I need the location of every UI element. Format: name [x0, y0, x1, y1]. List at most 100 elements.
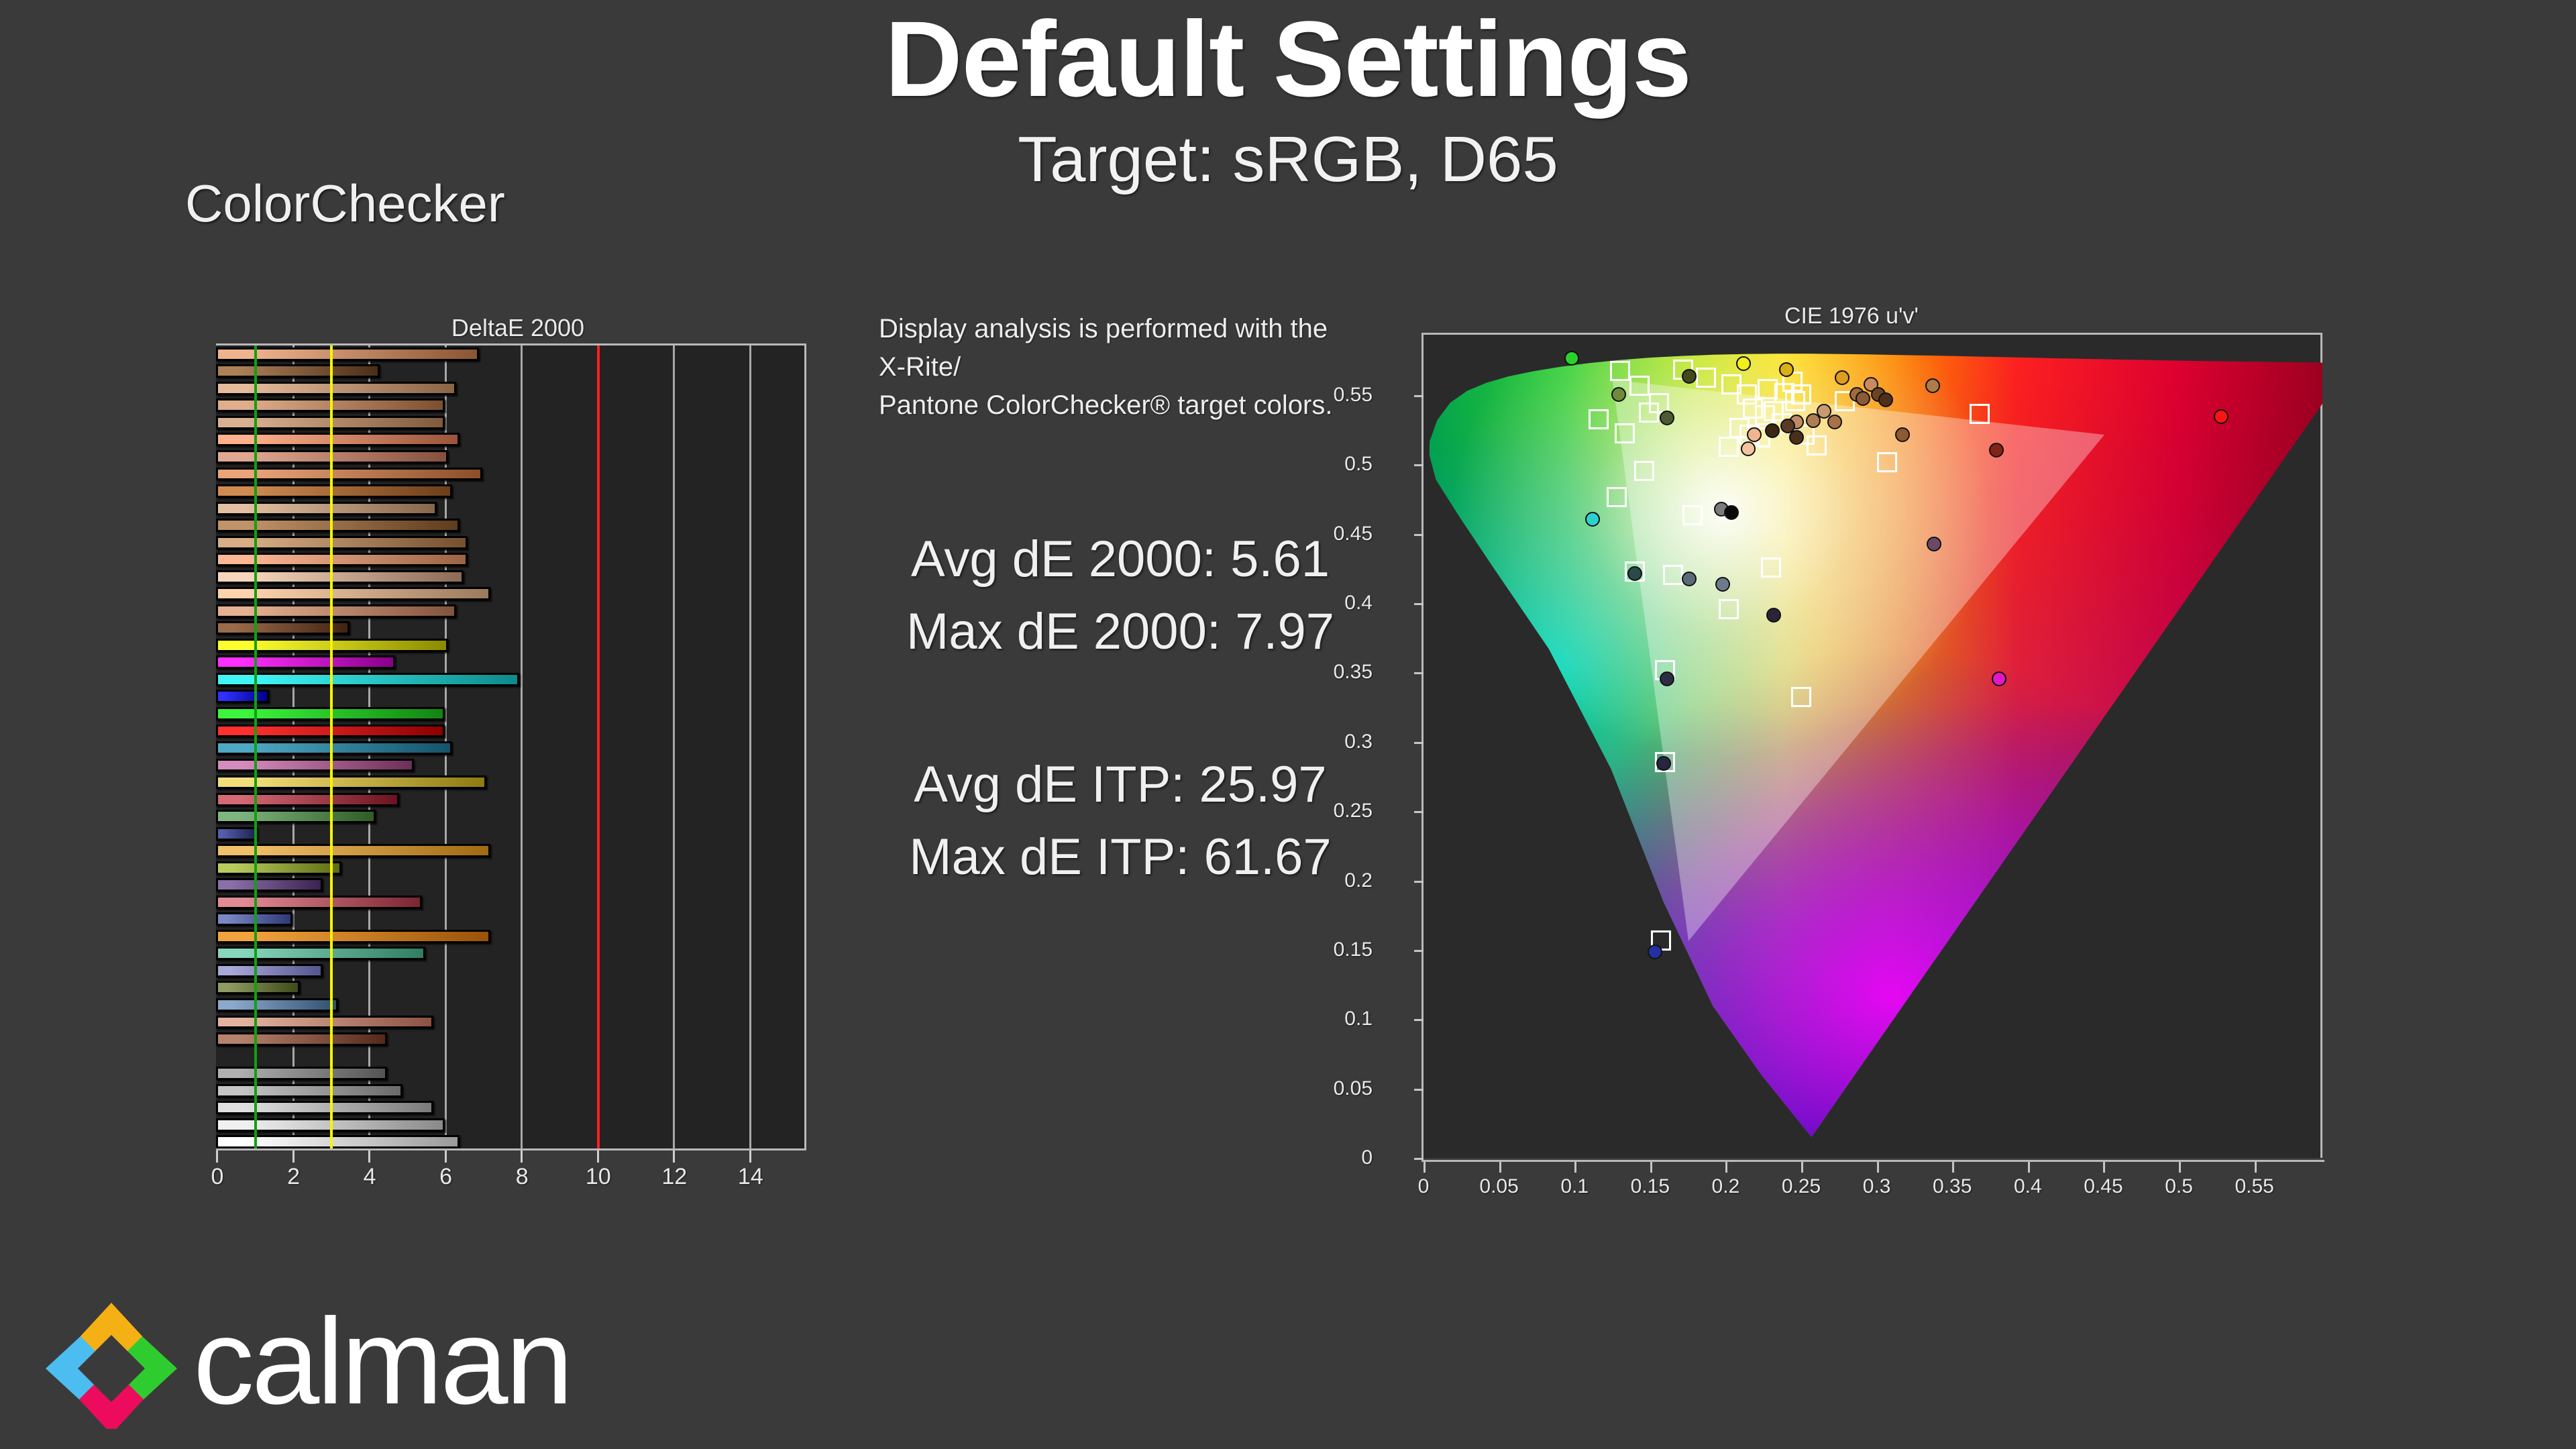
- deltae-bar-row: [216, 792, 806, 806]
- deltae-x-tick: [596, 1150, 599, 1163]
- cie-x-tick: [1876, 1162, 1879, 1173]
- deltae-bar-patch-11: [216, 519, 460, 533]
- deltae-gridline: [673, 345, 676, 1148]
- deltae-bar-steel-blue: [216, 998, 338, 1012]
- calman-diamond-icon: [46, 1303, 177, 1434]
- deltae-bar-patch-09: [216, 484, 452, 498]
- deltae-bar-row: [216, 672, 806, 686]
- cie-target-marker: [1877, 452, 1898, 473]
- cie-measured-marker: [1780, 419, 1795, 434]
- cie-measured-marker: [1827, 415, 1842, 430]
- cie-y-tick-label: 0.55: [1333, 384, 1373, 407]
- calman-logo: calman: [44, 1295, 648, 1434]
- cie-y-tick: [1414, 672, 1424, 675]
- deltae-x-tick-label: 6: [439, 1164, 453, 1189]
- deltae-bar-amber: [216, 844, 490, 858]
- deltae-x-tick-label: 10: [585, 1164, 611, 1189]
- deltae-bar-row: [216, 381, 806, 395]
- cie-x-tick-label: 0.25: [1781, 1175, 1821, 1197]
- deltae-x-tick: [749, 1150, 751, 1163]
- cie-measured-marker: [1741, 441, 1756, 456]
- cie-measured-marker: [1627, 566, 1643, 581]
- cie-x-tick-label: 0.55: [2235, 1175, 2274, 1197]
- cie-measured-marker: [1988, 442, 2004, 458]
- cie-plot-area: [1424, 333, 2322, 1158]
- cie-y-tick-label: 0.05: [1333, 1077, 1373, 1099]
- cie-x-axis-line: [1421, 1160, 2324, 1162]
- deltae-bar-row: [216, 450, 806, 464]
- deltae-bar-row: [216, 1118, 806, 1132]
- deltae-bar-row: [216, 741, 806, 755]
- deltae-bar-row: [216, 775, 806, 789]
- deltae-bar-dark-olive: [216, 981, 300, 995]
- deltae-bar-mint: [216, 947, 426, 961]
- cie-target-marker: [1785, 391, 1806, 412]
- deltae-bar-row: [216, 1032, 806, 1046]
- deltae-bar-patch-16: [216, 604, 456, 618]
- deltae-bar-plum: [216, 878, 323, 892]
- page-title: Default Settings: [885, 0, 1692, 119]
- cie-measured-marker: [1736, 356, 1752, 372]
- deltae-x-tick-label: 14: [737, 1164, 763, 1189]
- srgb-gamut-triangle: [1612, 380, 2105, 941]
- deltae-reference-line-yellow-threshold: [330, 345, 333, 1148]
- cie-measured-marker: [1611, 386, 1626, 402]
- deltae-bar-row: [216, 638, 806, 652]
- cie-target-marker: [1633, 460, 1654, 481]
- cie-measured-marker: [1585, 511, 1601, 527]
- max-deitp-stat: Max dE ITP: 61.67: [909, 828, 1332, 885]
- deltae-bar-row: [216, 553, 806, 567]
- cie-target-marker: [1629, 376, 1650, 396]
- cie-x-tick-label: 0.05: [1479, 1175, 1519, 1197]
- cie-y-tick-label: 0.35: [1333, 661, 1373, 684]
- cie-y-tick-label: 0.1: [1344, 1008, 1373, 1030]
- deltae-x-tick: [521, 1150, 523, 1163]
- cie-measured-marker: [1724, 504, 1739, 520]
- cie-target-marker: [1729, 417, 1750, 438]
- cie-y-tick-label: 0.2: [1344, 869, 1373, 892]
- cie-measured-marker: [1747, 427, 1762, 442]
- cie-chromaticity-chart: CIE 1976 u'v': [1334, 303, 2355, 1209]
- analysis-note-line-2: Pantone ColorChecker® target colors.: [879, 390, 1333, 420]
- page-subtitle: Target: sRGB, D65: [1018, 123, 1558, 195]
- deltae-bar-olive: [216, 861, 342, 875]
- cie-chart-title: CIE 1976 u'v': [1784, 303, 1919, 329]
- deltae-bar-row: [216, 912, 806, 926]
- deltae-bar-row: [216, 1050, 806, 1063]
- deltae-bar-row: [216, 570, 806, 584]
- deltae-x-tick-label: 0: [211, 1164, 224, 1189]
- deltae-bar-row: [216, 929, 806, 943]
- deltae-bar-patch-10: [216, 501, 437, 515]
- cie-x-tick-label: 0.5: [2165, 1175, 2193, 1197]
- cie-x-tick: [2103, 1162, 2106, 1173]
- deltae-bar-row: [216, 690, 806, 704]
- cie-x-tick: [1499, 1162, 1501, 1173]
- deltae-x-tick-label: 12: [661, 1164, 688, 1189]
- colorchecker-section-label: ColorChecker: [185, 174, 505, 233]
- max-de2000-stat: Max dE 2000: 7.97: [906, 602, 1334, 660]
- cie-measured-marker: [1878, 392, 1894, 408]
- cie-measured-marker: [1766, 607, 1782, 623]
- deltae-bar-patch-03: [216, 381, 456, 395]
- deltae-baseline: [216, 1148, 806, 1150]
- cie-target-marker: [1655, 751, 1676, 772]
- deltae-x-tick: [444, 1150, 447, 1163]
- deltae-bar-row: [216, 810, 806, 824]
- cie-x-tick: [1725, 1162, 1728, 1173]
- logo-chevron-left: [46, 1336, 95, 1401]
- cie-y-tick: [1414, 1019, 1424, 1022]
- cie-target-marker: [1614, 423, 1635, 443]
- cie-measured-marker: [1834, 370, 1849, 386]
- deltae-bar-row: [216, 347, 806, 361]
- cie-y-tick-label: 0.4: [1344, 592, 1373, 614]
- deltae-bar-moss-green: [216, 810, 376, 824]
- cie-measured-marker: [1659, 411, 1674, 426]
- cie-measured-marker: [1765, 423, 1780, 438]
- cie-x-tick-label: 0.4: [2013, 1175, 2042, 1197]
- cie-measured-marker: [1856, 391, 1871, 407]
- cie-x-tick-label: 0.15: [1630, 1175, 1670, 1197]
- cie-x-tick: [1952, 1162, 1955, 1173]
- cie-target-marker: [1806, 435, 1827, 456]
- deltae-bar-patch-17: [216, 621, 350, 635]
- cie-y-tick: [1414, 1158, 1424, 1160]
